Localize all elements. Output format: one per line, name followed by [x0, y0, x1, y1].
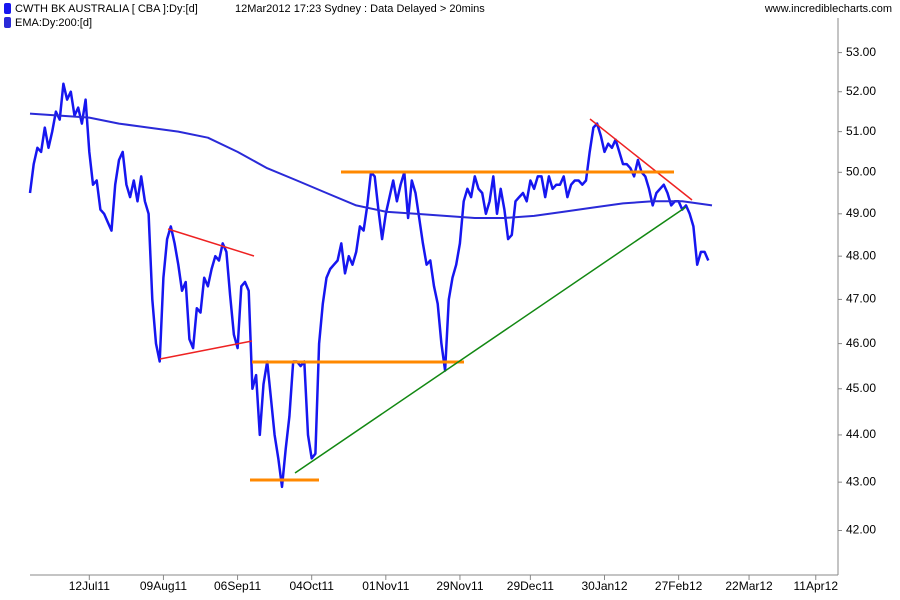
trend-line	[589, 118, 693, 201]
x-tick-label: 01Nov11	[362, 579, 409, 593]
x-tick-label: 29Nov11	[436, 579, 483, 593]
annotations	[159, 118, 693, 482]
x-tick-label: 30Jan12	[581, 579, 627, 593]
y-tick-label: 50.00	[846, 164, 876, 178]
y-tick-label: 52.00	[846, 84, 876, 98]
y-tick-label: 51.00	[846, 124, 876, 138]
trend-line	[159, 340, 253, 360]
legend-label: CWTH BK AUSTRALIA [ CBA ]:Dy:[d]	[15, 3, 198, 15]
legend-label: EMA:Dy:200:[d]	[15, 17, 92, 29]
x-tick-label: 27Feb12	[655, 579, 703, 593]
x-tick-label: 04Oct11	[289, 579, 334, 593]
y-tick-label: 46.00	[846, 336, 876, 350]
trend-line	[167, 228, 255, 257]
legend-swatch	[4, 17, 11, 28]
y-tick-label: 45.00	[846, 381, 876, 395]
y-tick-label: 47.00	[846, 292, 876, 306]
source: www.incrediblecharts.com	[764, 3, 892, 15]
trend-line	[294, 206, 687, 474]
y-tick-label: 53.00	[846, 45, 876, 59]
y-tick-label: 43.00	[846, 474, 876, 488]
x-tick-label: 29Dec11	[507, 579, 554, 593]
x-tick-label: 11Apr12	[794, 579, 839, 593]
x-tick-label: 06Sep11	[214, 579, 261, 593]
y-tick-label: 48.00	[846, 248, 876, 262]
y-tick-label: 49.00	[846, 206, 876, 220]
chart-subtitle: 12Mar2012 17:23 Sydney : Data Delayed > …	[235, 3, 485, 15]
x-tick-label: 22Mar12	[725, 579, 773, 593]
x-tick-label: 12Jul11	[69, 579, 110, 593]
y-tick-label: 44.00	[846, 427, 876, 441]
price-line	[29, 112, 713, 219]
x-tick-label: 09Aug11	[140, 579, 187, 593]
legend-swatch	[4, 3, 11, 14]
price-line	[28, 82, 710, 489]
y-tick-label: 42.00	[846, 523, 876, 537]
